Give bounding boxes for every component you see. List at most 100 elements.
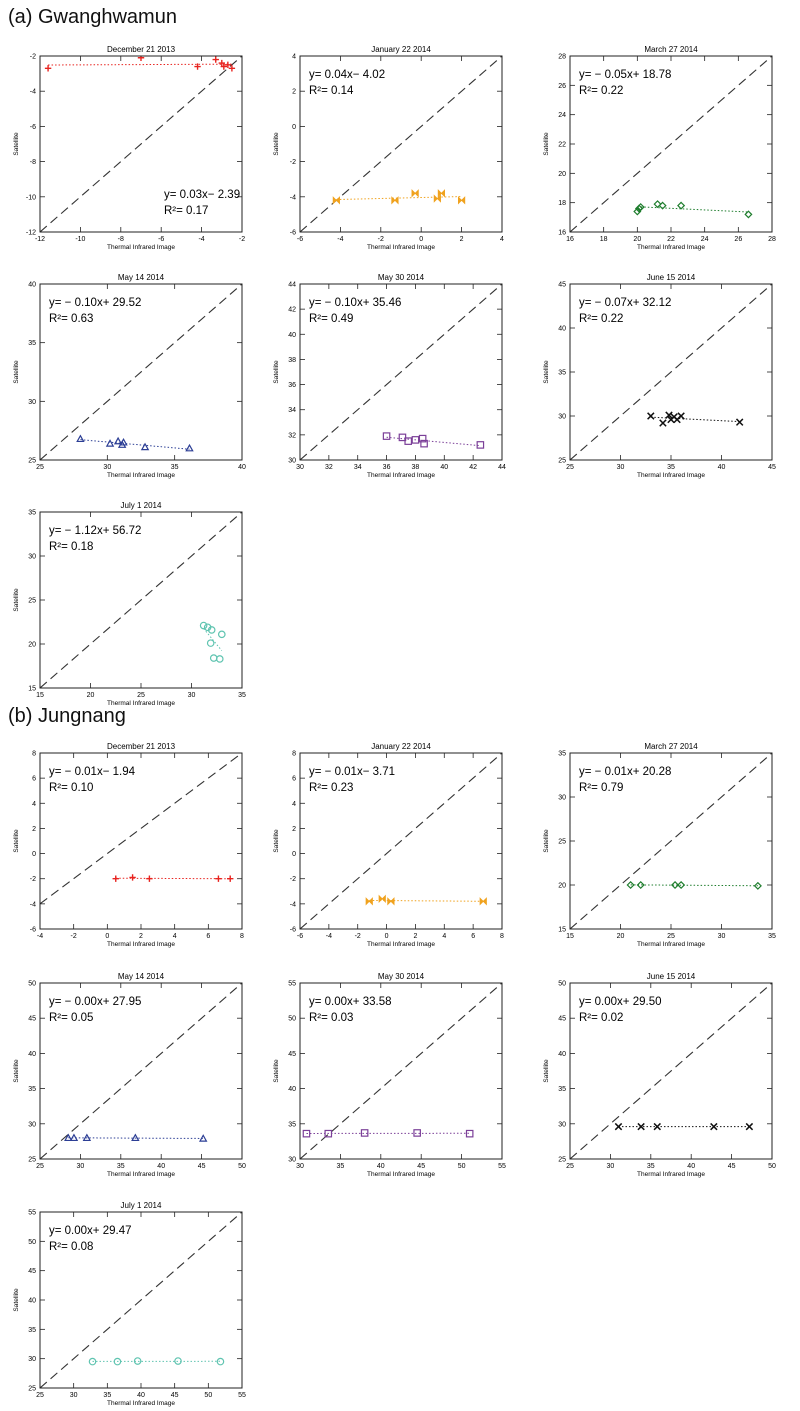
y-tick-label: 40 xyxy=(28,1051,36,1058)
x-tick-label: -4 xyxy=(337,236,343,243)
x-tick-label: -2 xyxy=(71,933,77,940)
y-tick-label: 20 xyxy=(28,642,36,649)
x-tick-label: 25 xyxy=(36,1392,44,1399)
y-tick-label: 6 xyxy=(292,776,296,783)
x-tick-label: 2 xyxy=(139,933,143,940)
y-axis-label: Satellite xyxy=(13,1059,20,1083)
x-tick-label: 25 xyxy=(137,692,145,699)
data-point-5 xyxy=(746,1123,752,1129)
chart-title: June 15 2014 xyxy=(647,972,696,981)
x-tick-label: -6 xyxy=(297,933,303,940)
y-tick-label: 55 xyxy=(28,1210,36,1217)
x-tick-label: 20 xyxy=(87,692,95,699)
r-squared-label: R²= 0.18 xyxy=(49,541,93,553)
y-tick-label: 35 xyxy=(28,340,36,347)
x-tick-label: 25 xyxy=(667,933,675,940)
x-tick-label: 35 xyxy=(238,692,246,699)
y-tick-label: -2 xyxy=(30,54,36,61)
x-tick-label: 35 xyxy=(103,1392,111,1399)
r-squared-label: R²= 0.23 xyxy=(309,782,353,794)
chart-title: January 22 2014 xyxy=(371,742,431,751)
y-axis-label: Satellite xyxy=(13,132,20,156)
x-axis-label: Thermal Infrared Image xyxy=(107,941,175,948)
x-tick-label: 15 xyxy=(566,933,574,940)
one-to-one-line xyxy=(40,56,242,232)
data-point-4 xyxy=(215,876,221,882)
x-tick-label: -2 xyxy=(355,933,361,940)
y-tick-label: 35 xyxy=(28,510,36,517)
data-point-1 xyxy=(383,433,389,439)
regression-line xyxy=(637,207,748,212)
x-tick-label: -12 xyxy=(35,236,45,243)
one-to-one-line xyxy=(570,56,772,232)
data-point-2 xyxy=(129,874,135,880)
regression-line xyxy=(387,437,481,445)
data-point-5 xyxy=(200,1135,206,1141)
x-tick-label: 25 xyxy=(566,464,574,471)
x-tick-label: 36 xyxy=(383,464,391,471)
y-tick-label: -4 xyxy=(290,901,296,908)
x-tick-label: 0 xyxy=(105,933,109,940)
data-point-8 xyxy=(736,419,742,425)
y-tick-label: -2 xyxy=(290,159,296,166)
r-squared-label: R²= 0.22 xyxy=(579,85,623,97)
x-tick-label: 50 xyxy=(458,1163,466,1170)
y-tick-label: 45 xyxy=(28,1268,36,1275)
data-point-1 xyxy=(65,1135,71,1141)
x-tick-label: 20 xyxy=(617,933,625,940)
regression-line xyxy=(631,885,758,886)
y-tick-label: 2 xyxy=(32,826,36,833)
data-point-7 xyxy=(477,442,483,448)
x-axis-label: Thermal Infrared Image xyxy=(107,472,175,479)
data-point-5 xyxy=(466,1130,472,1136)
y-tick-label: -4 xyxy=(30,901,36,908)
x-tick-label: 4 xyxy=(500,236,504,243)
x-tick-label: 2 xyxy=(460,236,464,243)
x-tick-label: 30 xyxy=(77,1163,85,1170)
x-axis-label: Thermal Infrared Image xyxy=(367,1171,435,1178)
data-point-1 xyxy=(113,876,119,882)
x-tick-label: 42 xyxy=(469,464,477,471)
y-axis-label: Satellite xyxy=(13,588,20,612)
x-tick-label: 6 xyxy=(471,933,475,940)
x-axis-label: Thermal Infrared Image xyxy=(107,1400,175,1407)
regression-equation: y= − 1.12x+ 56.72 xyxy=(49,525,141,537)
x-tick-label: 30 xyxy=(617,464,625,471)
x-tick-label: 28 xyxy=(768,236,776,243)
y-tick-label: 8 xyxy=(32,751,36,758)
section-title-gwanghwamun: (a) Gwanghwamun xyxy=(8,6,177,29)
chart-title: July 1 2014 xyxy=(121,1201,162,1210)
y-tick-label: 40 xyxy=(288,332,296,339)
y-tick-label: 22 xyxy=(558,142,566,149)
data-point-1 xyxy=(89,1358,95,1364)
y-tick-label: 45 xyxy=(288,1051,296,1058)
data-point-8 xyxy=(229,65,235,71)
y-tick-label: 0 xyxy=(292,851,296,858)
one-to-one-line xyxy=(570,983,772,1159)
x-tick-label: 35 xyxy=(337,1163,345,1170)
r-squared-label: R²= 0.14 xyxy=(309,85,354,97)
x-tick-label: 30 xyxy=(103,464,111,471)
y-tick-label: 6 xyxy=(32,776,36,783)
x-tick-label: -4 xyxy=(37,933,43,940)
regression-line xyxy=(48,64,232,65)
data-point-3 xyxy=(412,190,418,196)
y-tick-label: 24 xyxy=(558,112,566,119)
x-tick-label: -4 xyxy=(326,933,332,940)
y-tick-label: 25 xyxy=(28,458,36,465)
y-tick-label: 42 xyxy=(288,307,296,314)
x-tick-label: -10 xyxy=(75,236,85,243)
y-tick-label: 2 xyxy=(292,89,296,96)
y-tick-label: 36 xyxy=(288,382,296,389)
x-tick-label: 35 xyxy=(667,464,675,471)
y-tick-label: 45 xyxy=(558,282,566,289)
y-tick-label: 25 xyxy=(28,1386,36,1393)
x-tick-label: 4 xyxy=(442,933,446,940)
data-point-3 xyxy=(115,438,121,444)
data-point-4 xyxy=(219,631,225,637)
